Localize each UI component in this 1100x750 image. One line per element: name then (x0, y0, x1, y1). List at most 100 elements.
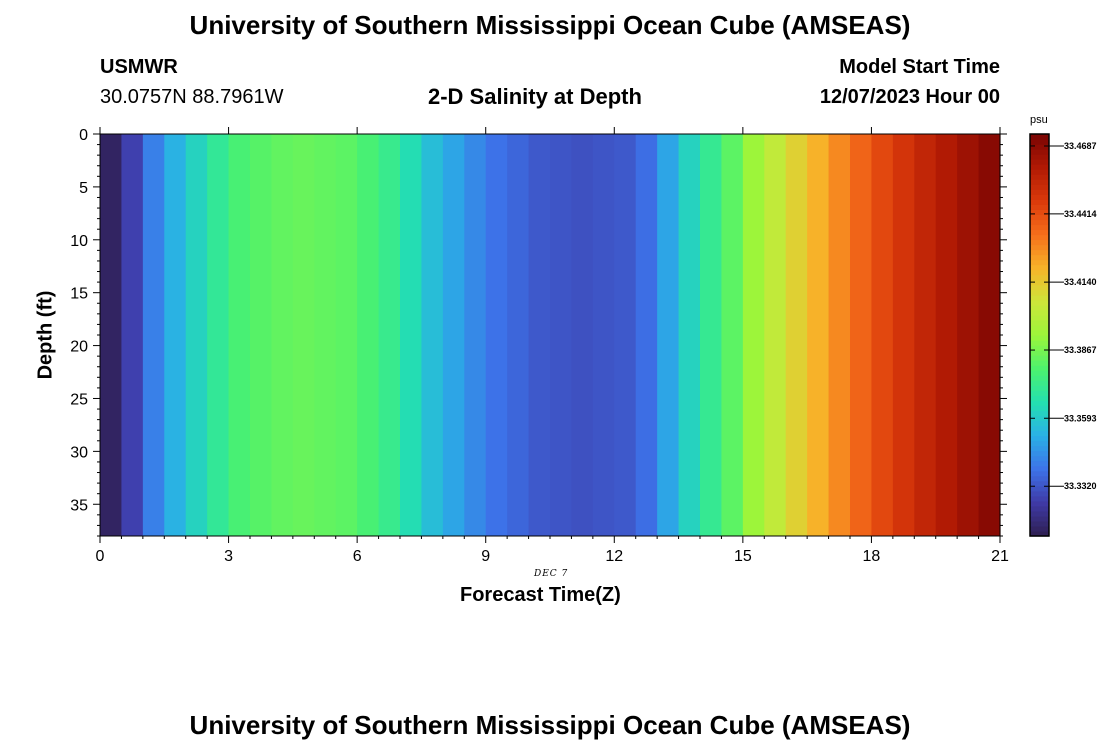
colorbar-segment (1030, 329, 1049, 336)
heatmap-cell (678, 134, 701, 536)
colorbar-segment (1030, 470, 1049, 477)
colorbar-segment (1030, 164, 1049, 170)
colorbar-segment (1030, 179, 1049, 185)
colorbar-segment (1030, 289, 1049, 296)
heatmap-cell (657, 134, 680, 536)
model-start-label: Model Start Time (839, 56, 1000, 78)
colorbar-segment (1030, 390, 1049, 396)
colorbar-segment (1030, 314, 1049, 321)
colorbar-segment (1030, 505, 1049, 512)
colorbar-segment (1030, 445, 1049, 452)
colorbar-segment (1030, 455, 1049, 462)
colorbar-segment (1030, 440, 1049, 447)
colorbar-segment (1030, 365, 1049, 371)
colorbar-segment (1030, 350, 1049, 356)
colorbar-segment (1030, 515, 1049, 522)
y-axis-label: Depth (ft) (34, 290, 57, 380)
heatmap-cell (828, 134, 851, 536)
heatmap-cell (100, 134, 123, 536)
y-tick-label: 10 (70, 233, 88, 250)
colorbar-segment (1030, 495, 1049, 502)
colorbar-segment (1030, 340, 1049, 346)
heatmap-cell (978, 134, 1001, 536)
colorbar-segment (1030, 229, 1049, 236)
colorbar-segment (1030, 284, 1049, 291)
heatmap-cell (335, 134, 358, 536)
station-coordinates: 30.0757N 88.7961W (100, 86, 284, 108)
heatmap-cell (807, 134, 830, 536)
colorbar-segment (1030, 254, 1049, 261)
colorbar-segment (1030, 324, 1049, 331)
colorbar-segment (1030, 209, 1049, 215)
heatmap-cell (228, 134, 251, 536)
heatmap-cell (871, 134, 894, 536)
colorbar-segment (1030, 335, 1049, 341)
x-tick-label: 3 (224, 548, 233, 565)
y-tick-label: 20 (70, 339, 88, 356)
heatmap-cell (721, 134, 744, 536)
station-name: USMWR (100, 56, 178, 78)
heatmap-cell (507, 134, 530, 536)
colorbar-segment (1030, 435, 1049, 442)
colorbar-segment (1030, 450, 1049, 457)
heatmap-cell (914, 134, 937, 536)
colorbar-segment (1030, 204, 1049, 210)
heatmap-cell (892, 134, 915, 536)
colorbar-segment (1030, 249, 1049, 256)
colorbar-segment (1030, 174, 1049, 180)
colorbar-segment (1030, 510, 1049, 517)
colorbar-segment (1030, 345, 1049, 351)
colorbar-segment (1030, 239, 1049, 246)
heatmap-cell (614, 134, 637, 536)
heatmap-cell (528, 134, 551, 536)
colorbar-segment (1030, 400, 1049, 406)
colorbar-unit: psu (1030, 114, 1048, 126)
colorbar-segment (1030, 294, 1049, 301)
colorbar-segment (1030, 224, 1049, 231)
heatmap-cell (957, 134, 980, 536)
colorbar-segment (1030, 395, 1049, 401)
heatmap-cell (207, 134, 230, 536)
heatmap-cell (571, 134, 594, 536)
colorbar-segment (1030, 214, 1049, 221)
colorbar-segment (1030, 460, 1049, 467)
heatmap-cell (550, 134, 573, 536)
heatmap-cell (764, 134, 787, 536)
colorbar-segment (1030, 415, 1049, 422)
heatmap-cell (635, 134, 658, 536)
x-tick-label: 21 (991, 548, 1009, 565)
colorbar-segment (1030, 139, 1049, 145)
y-tick-label: 30 (70, 444, 88, 461)
colorbar-segment (1030, 385, 1049, 391)
colorbar-segment (1030, 465, 1049, 472)
colorbar-segment (1030, 169, 1049, 175)
heatmap-cell (292, 134, 315, 536)
heatmap-cell (742, 134, 765, 536)
y-tick-label: 0 (79, 127, 88, 144)
colorbar-segment (1030, 405, 1049, 411)
heatmap-cell (592, 134, 615, 536)
colorbar-segment (1030, 420, 1049, 427)
colorbar-segment (1030, 219, 1049, 226)
colorbar-tick-label: 33.3867 (1064, 345, 1097, 355)
page-title: University of Southern Mississippi Ocean… (189, 10, 911, 40)
heatmap-cell (700, 134, 723, 536)
x-tick-label: 6 (353, 548, 362, 565)
model-start-value: 12/07/2023 Hour 00 (819, 86, 1000, 108)
colorbar-segment (1030, 480, 1049, 487)
colorbar-segment (1030, 299, 1049, 306)
heatmap-cell (421, 134, 444, 536)
colorbar-segment (1030, 269, 1049, 276)
colorbar-segment (1030, 380, 1049, 386)
colorbar-segment (1030, 194, 1049, 200)
colorbar-segment (1030, 184, 1049, 190)
heatmap-cell (485, 134, 508, 536)
heatmap-cell (142, 134, 165, 536)
colorbar-segment (1030, 370, 1049, 376)
heatmap-cell (850, 134, 873, 536)
y-tick-label: 35 (70, 497, 88, 514)
x-date-label: DEC 7 (534, 569, 569, 579)
colorbar-segment (1030, 530, 1049, 537)
colorbar-segment (1030, 500, 1049, 507)
